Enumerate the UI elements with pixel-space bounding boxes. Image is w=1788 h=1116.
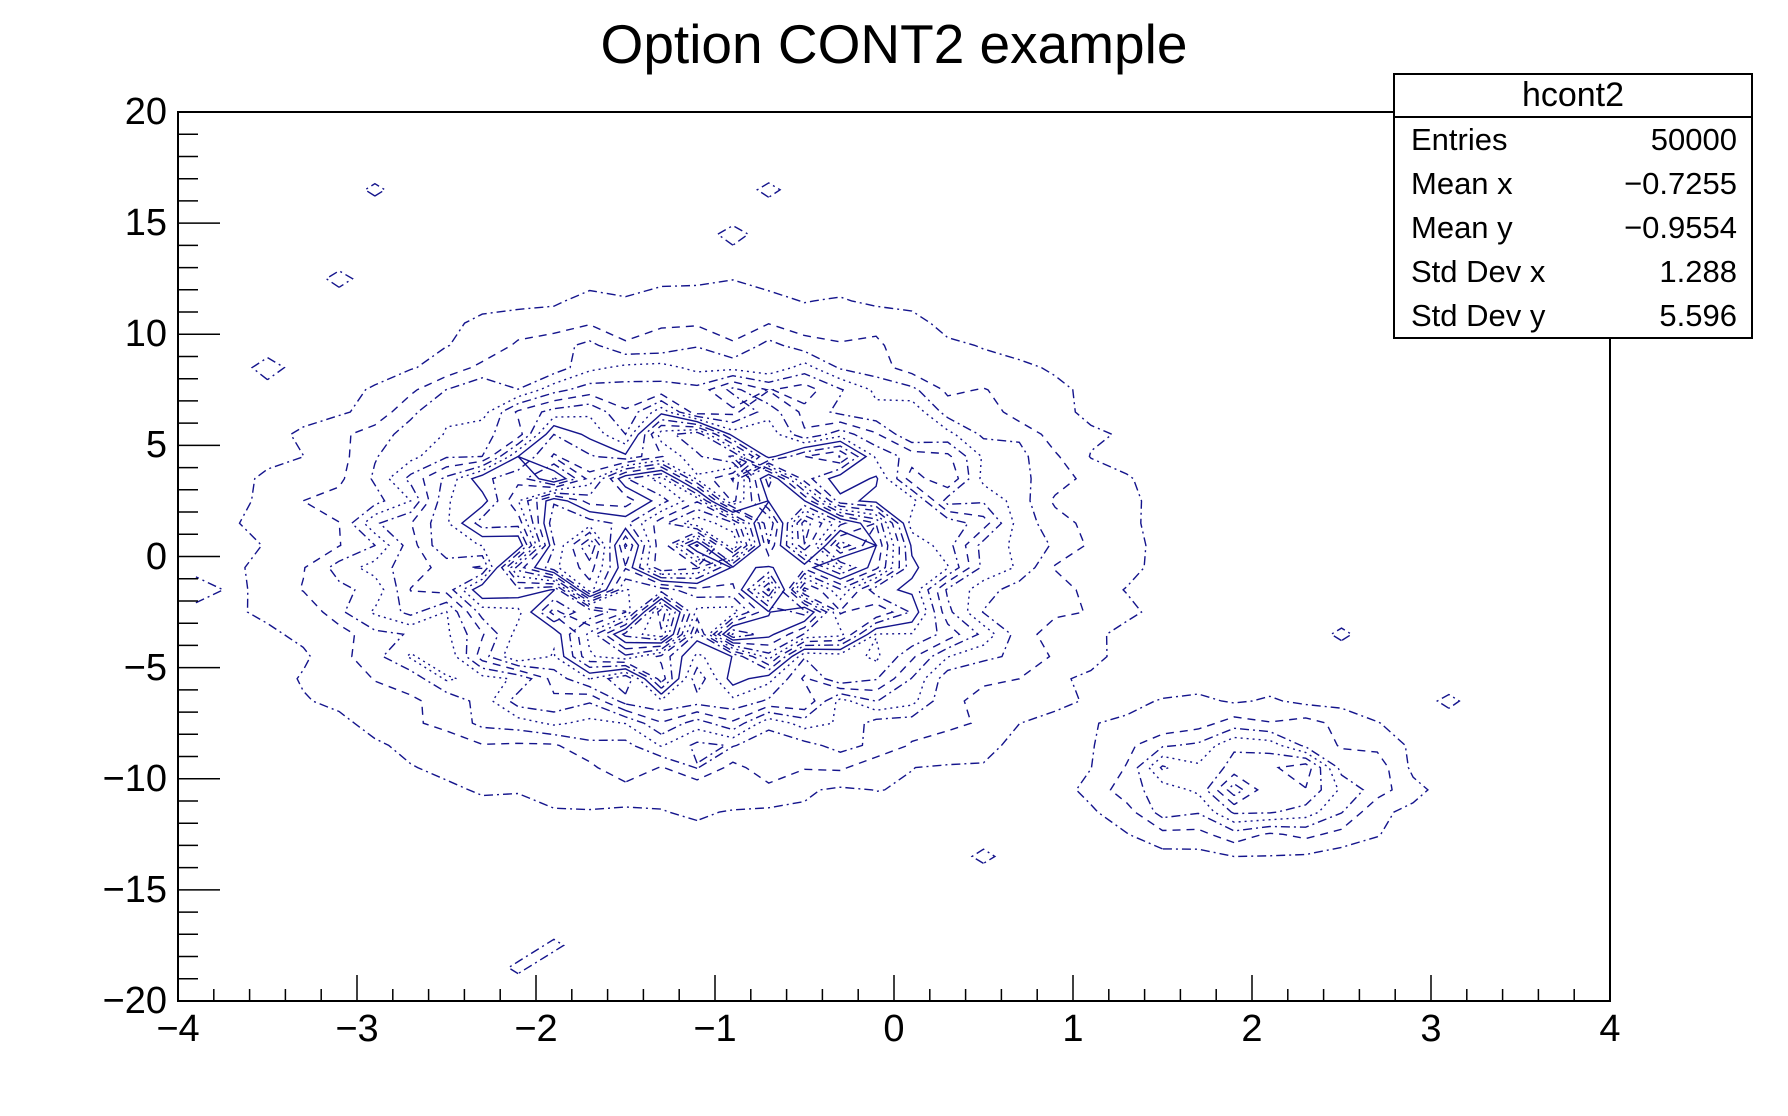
contour-level-13 [522,455,883,650]
stats-row: Mean x −0.7255 [1395,162,1751,206]
contour-level-16 [558,476,846,638]
y-tick-label: −10 [102,758,167,800]
x-tick-label: 2 [1241,1008,1263,1050]
plot-frame [177,111,1611,1002]
contour-level-3 [357,361,1339,823]
y-tick-label: 15 [124,202,167,244]
stats-label: Entries [1411,122,1508,157]
y-tick-label: 0 [145,536,167,578]
x-tick-label: −3 [335,1008,379,1050]
stats-label: Std Dev x [1411,254,1546,289]
y-tick-label: −20 [102,980,167,1022]
x-tick-label: −4 [156,1008,200,1050]
x-tick-label: −1 [693,1008,737,1050]
stats-row: Mean y −0.9554 [1395,206,1751,250]
stats-box: hcont2 Entries 50000 Mean x −0.7255 Mean… [1393,73,1753,339]
stats-label: Std Dev y [1411,298,1546,333]
y-tick-label: 5 [145,424,167,466]
stats-row: Std Dev x 1.288 [1395,250,1751,294]
x-tick-label: 0 [883,1008,905,1050]
stats-value: −0.9554 [1624,210,1737,245]
x-tick-label: −2 [514,1008,558,1050]
contour-level-8 [460,413,920,695]
contour-level-6 [429,387,1245,797]
contour-level-5 [409,381,1313,806]
y-tick-label: 20 [124,91,167,133]
stats-value: 50000 [1650,122,1737,157]
contour-level-14 [533,469,878,644]
contour-level-7 [447,406,950,702]
contour-level-1 [299,323,1393,844]
y-tick-label: −15 [102,869,167,911]
contour-level-0 [195,182,1461,975]
y-tick-label: −5 [123,647,167,689]
contour-level-12 [514,431,889,656]
stats-value: −0.7255 [1624,166,1737,201]
stats-value: 5.596 [1659,298,1737,333]
contour-level-2 [327,339,1365,832]
contour-level-11 [510,428,895,661]
stats-row: Std Dev y 5.596 [1395,294,1751,338]
contour-level-4 [378,372,1323,815]
contour-level-17 [571,501,823,630]
contour-level-18 [579,508,812,592]
stats-box-title: hcont2 [1395,75,1751,118]
y-tick-label: 10 [124,313,167,355]
x-tick-label: 1 [1062,1008,1084,1050]
plot-title: Option CONT2 example [600,13,1188,75]
contour-level-9 [474,418,912,689]
contour-level-19 [588,516,739,550]
stats-label: Mean x [1411,166,1513,201]
stats-label: Mean y [1411,210,1513,245]
stats-row: Entries 50000 [1395,118,1751,162]
contour-level-15 [544,473,858,641]
x-tick-label: 4 [1599,1008,1621,1050]
contour-level-10 [505,424,900,683]
stats-value: 1.288 [1659,254,1737,289]
x-tick-label: 3 [1420,1008,1442,1050]
